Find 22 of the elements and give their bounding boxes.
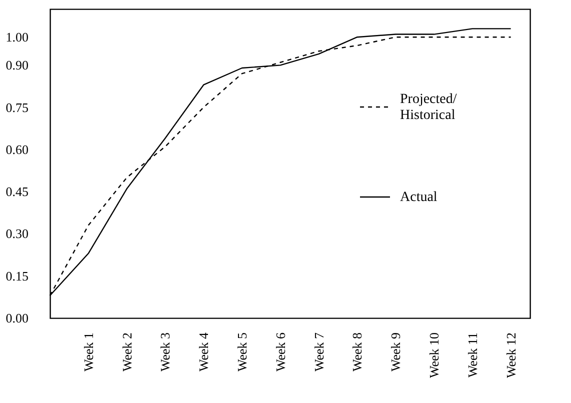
y-tick-label: 0.15	[6, 268, 28, 284]
x-tick-label: Week 3	[158, 332, 173, 372]
x-tick-label: Week 6	[272, 332, 288, 372]
y-tick-label: 0.00	[6, 310, 28, 326]
legend-label: Actual	[400, 190, 438, 205]
x-tick-label: Week 9	[388, 332, 404, 372]
y-tick-label: 0.90	[6, 58, 28, 73]
x-tick-label: Week 11	[464, 332, 480, 378]
legend-label: Projected/ Historical	[400, 92, 457, 123]
y-tick-label: 0.75	[6, 100, 28, 115]
x-tick-label: Week 7	[311, 332, 326, 372]
x-tick-label: Week 12	[503, 332, 518, 378]
x-tick-label: Week 8	[350, 332, 365, 372]
y-tick-label: 0.60	[6, 142, 28, 157]
y-tick-label: 0.30	[6, 226, 28, 242]
x-tick-label: Week 10	[426, 332, 442, 378]
x-tick-label: Week 4	[196, 332, 212, 372]
x-tick-label: Week 2	[119, 332, 134, 372]
x-tick-label: Week 5	[234, 332, 250, 372]
y-tick-label: 0.45	[6, 184, 28, 200]
x-tick-label: Week 1	[80, 332, 96, 372]
y-tick-label: 1.00	[6, 30, 28, 45]
